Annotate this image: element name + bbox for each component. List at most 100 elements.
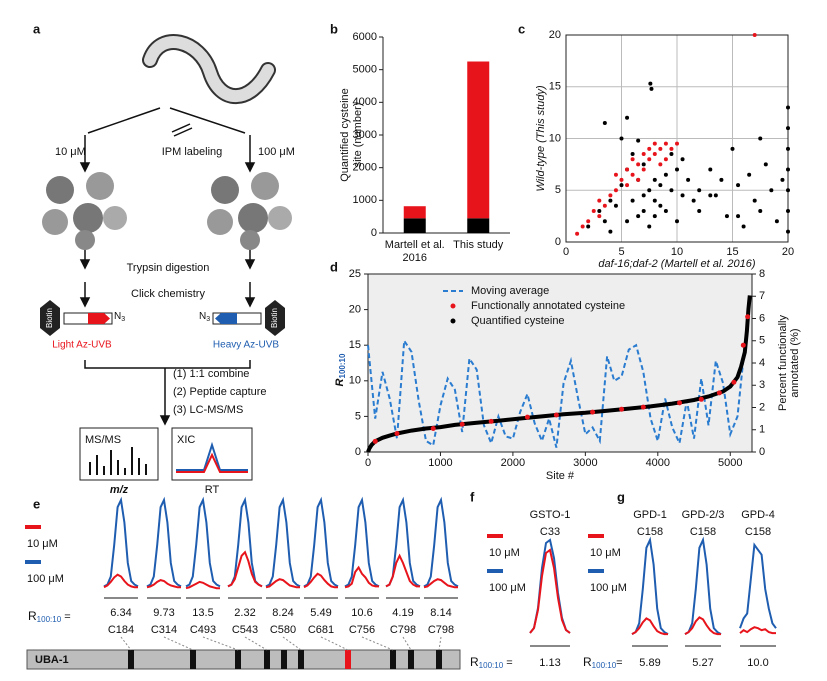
labeling: IPM labeling	[162, 146, 223, 158]
site-label: C798	[428, 624, 454, 636]
point	[630, 152, 635, 157]
x-tick-label: 2016	[403, 252, 427, 264]
legend-label: Quantified cysteine	[471, 315, 565, 327]
y-tick-label: 20	[349, 304, 361, 316]
y-axis-symbol: R	[334, 378, 346, 386]
point	[719, 177, 724, 182]
point	[716, 390, 722, 396]
legend-swatch	[450, 318, 456, 324]
point	[774, 219, 779, 224]
site-label: C314	[151, 624, 177, 636]
point	[752, 198, 757, 203]
x-tick-label: Martell et al.	[385, 239, 445, 251]
point	[686, 177, 691, 182]
point	[647, 224, 652, 229]
xic-box	[171, 427, 253, 481]
point	[736, 183, 741, 188]
point	[677, 400, 683, 406]
point	[625, 167, 630, 172]
site-label: C798	[390, 624, 416, 636]
y-axis-label: Wild-type (This study)	[535, 85, 547, 192]
ratio-subscript: 100:10	[37, 615, 62, 624]
legend-label: 10 μM	[489, 547, 520, 559]
site-links	[120, 636, 442, 651]
site-label: C493	[190, 624, 216, 636]
point	[741, 224, 746, 229]
site-label: C681	[308, 624, 334, 636]
ratio-symbol: R	[28, 609, 37, 623]
trace	[146, 579, 181, 589]
point	[675, 219, 679, 224]
x-tick-label: 5	[618, 246, 624, 258]
y2-axis-label: Percent functionally	[777, 315, 789, 411]
ratio-tail: =	[61, 611, 70, 623]
point	[658, 146, 663, 151]
y-tick-label: 20	[549, 29, 561, 41]
ratio-tail: =	[616, 657, 622, 669]
point	[658, 203, 663, 208]
point	[675, 167, 679, 172]
ratio-label: 6.34	[110, 607, 131, 619]
point	[713, 193, 718, 198]
point	[602, 203, 607, 208]
x-tick-label: 5000	[718, 457, 742, 469]
point	[758, 208, 763, 213]
cells-left	[42, 172, 127, 250]
y-axis-label: site (number)	[352, 103, 364, 168]
site-label: C158	[745, 526, 771, 538]
ratio-symbol: R	[470, 655, 479, 669]
point	[697, 188, 702, 193]
point	[613, 172, 618, 177]
trace	[344, 496, 380, 588]
point	[613, 203, 618, 208]
probe-name: Light Az-UVB	[52, 340, 112, 351]
panel-label: a	[33, 21, 41, 36]
point	[394, 430, 400, 436]
worm-body	[144, 36, 274, 102]
point	[786, 167, 790, 172]
site-label: C543	[232, 624, 258, 636]
trace	[385, 553, 420, 588]
ms-spectrum	[89, 447, 147, 475]
point	[597, 214, 602, 219]
point	[630, 172, 635, 177]
point	[602, 120, 607, 125]
xic-heavy	[176, 441, 248, 471]
x-tick-label: 10	[671, 246, 683, 258]
point	[648, 81, 653, 86]
probe-right-tag	[215, 313, 237, 324]
ratio-subscript: 100:10	[592, 661, 617, 670]
point	[663, 208, 668, 213]
x-axis-label: daf-16;daf-2 (Martell et al. 2016)	[598, 258, 755, 270]
ratio-label: 5.89	[639, 657, 660, 669]
trace	[385, 496, 421, 588]
trace	[185, 580, 220, 590]
trace	[227, 496, 263, 588]
point	[730, 146, 735, 151]
point	[619, 183, 624, 188]
y-axis-label: R100:10	[334, 353, 347, 386]
point	[488, 418, 494, 424]
point	[680, 193, 685, 198]
point	[675, 141, 679, 146]
point	[758, 136, 763, 141]
site-label: C580	[270, 624, 296, 636]
legend-label: 100 μM	[590, 582, 627, 594]
point	[430, 426, 436, 432]
y-tick-label: 5000	[353, 64, 377, 76]
point	[747, 172, 752, 177]
point	[740, 342, 746, 348]
bar	[403, 206, 426, 219]
point	[636, 214, 641, 219]
point	[697, 208, 702, 213]
peak-name: GSTO-1	[530, 509, 571, 521]
point	[524, 414, 530, 420]
step: (3) LC-MS/MS	[173, 404, 243, 416]
y-tick-label: 5	[555, 184, 561, 196]
x-tick-label: 20	[782, 246, 794, 258]
ratio-caption: R100:10=	[583, 655, 623, 670]
point	[590, 409, 596, 415]
trace	[739, 542, 777, 629]
point	[586, 219, 591, 224]
ratio-tail: =	[503, 657, 512, 669]
